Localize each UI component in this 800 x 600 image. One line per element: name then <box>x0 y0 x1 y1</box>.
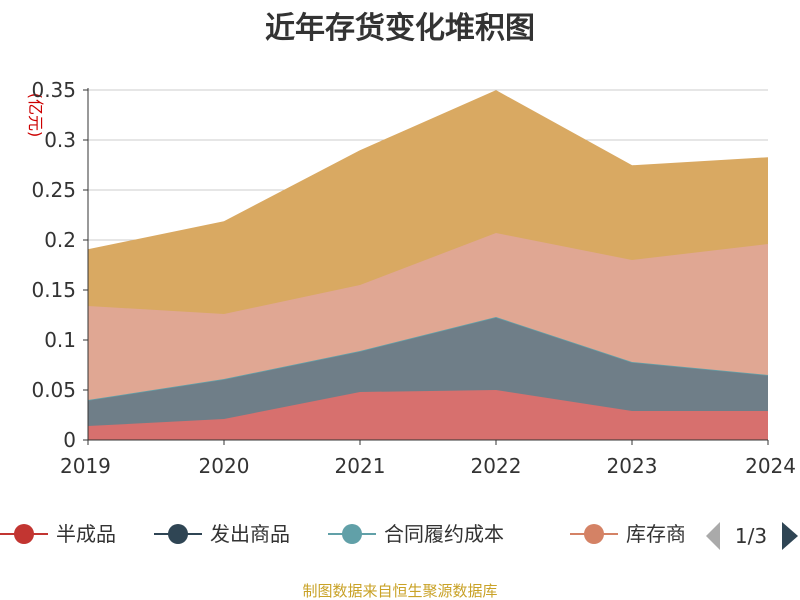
legend-marker-icon <box>584 524 604 544</box>
legend-next-page-icon[interactable] <box>782 522 798 550</box>
legend-item[interactable]: 半成品 <box>0 522 116 546</box>
legend: 半成品 发出商品 合同履约成本 库存商 <box>0 522 686 546</box>
y-tick-label: 0.3 <box>44 128 76 152</box>
legend-label: 库存商 <box>626 522 686 546</box>
legend-label: 发出商品 <box>210 522 290 546</box>
x-tick-label: 2019 <box>60 454 111 478</box>
legend-marker-icon <box>342 524 362 544</box>
legend-label: 半成品 <box>56 522 116 546</box>
y-tick-label: 0.2 <box>44 228 76 252</box>
chart-title: 近年存货变化堆积图 <box>265 11 535 46</box>
legend-marker-icon <box>168 524 188 544</box>
x-tick-label: 2020 <box>199 454 250 478</box>
x-tick-label: 2022 <box>471 454 522 478</box>
y-tick-label: 0 <box>63 428 76 452</box>
y-axis-ticks: 0 0.05 0.1 0.15 0.2 0.25 0.3 0.35 <box>31 78 88 452</box>
legend-prev-page-icon[interactable] <box>706 522 720 550</box>
x-tick-label: 2021 <box>335 454 386 478</box>
area-series-0 <box>88 390 768 440</box>
y-tick-label: 0.1 <box>44 328 76 352</box>
legend-pager: 1/3 <box>706 522 798 550</box>
x-tick-label: 2024 <box>745 454 796 478</box>
legend-item[interactable]: 合同履约成本 <box>328 522 504 546</box>
y-tick-label: 0.15 <box>31 278 76 302</box>
area-series-4 <box>88 91 768 314</box>
stacked-areas <box>87 90 769 440</box>
axes <box>87 88 768 441</box>
area-line-4 <box>87 90 769 251</box>
x-tick-label: 2023 <box>607 454 658 478</box>
area-series-1 <box>88 317 768 426</box>
legend-item[interactable]: 发出商品 <box>154 522 290 546</box>
y-tick-label: 0.05 <box>31 378 76 402</box>
legend-item[interactable]: 库存商 <box>570 522 686 546</box>
source-note: 制图数据来自恒生聚源数据库 <box>302 582 497 600</box>
legend-page-indicator: 1/3 <box>735 524 767 548</box>
y-axis-unit-label: (亿元) <box>26 93 45 138</box>
y-tick-label: 0.35 <box>31 78 76 102</box>
x-axis-ticks: 2019 2020 2021 2022 2023 2024 <box>60 440 796 478</box>
legend-marker-icon <box>14 524 34 544</box>
legend-label: 合同履约成本 <box>384 522 504 546</box>
area-series-3 <box>88 233 768 400</box>
y-tick-label: 0.25 <box>31 178 76 202</box>
